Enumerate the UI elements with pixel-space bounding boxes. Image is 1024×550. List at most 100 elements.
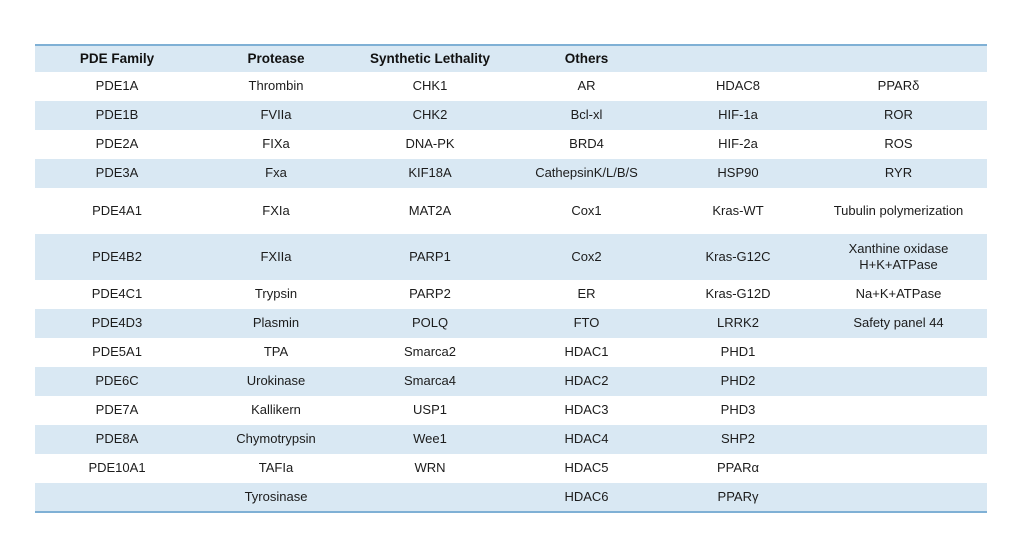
table-cell: USP1 [413, 402, 447, 418]
table-cell: Safety panel 44 [853, 315, 944, 331]
table-cell: PPARδ [877, 78, 920, 94]
table-cell: PPARα [717, 460, 759, 476]
table-cell: PDE1B [95, 107, 139, 123]
table-cell: HIF-2a [718, 136, 758, 152]
table-cell: Wee1 [413, 431, 447, 447]
target-table: PDE Family Protease Synthetic Lethality Oth… [35, 44, 987, 513]
column-header [666, 45, 810, 72]
table-cell: POLQ [411, 315, 449, 331]
table-cell: PHD2 [720, 373, 756, 389]
table-cell: AR [577, 78, 596, 94]
table-cell: FVIIa [260, 107, 292, 123]
table-row: PDE4A1 FXIa MAT2A Cox1 Kras-WT Tubulin polyme… [35, 188, 987, 234]
table-cell: Tubulin polymerization [833, 202, 964, 218]
column-header: Synthetic Lethality [369, 50, 491, 66]
table-cell: CHK2 [412, 107, 448, 123]
table-cell: Tyrosinase [244, 488, 308, 504]
table-cell: Cox1 [571, 202, 602, 218]
table-cell: PARP1 [409, 248, 451, 264]
table-cell [810, 367, 987, 396]
table-cell: FXIIa [260, 248, 292, 264]
table-cell [810, 454, 987, 483]
table-cell: ROS [884, 136, 913, 152]
table-cell: PDE4D3 [91, 315, 143, 331]
table-cell: PDE7A [95, 402, 139, 418]
table-row: PDE1A Thrombin CHK1 AR HDAC8 PPARδ [35, 72, 987, 101]
header-row: PDE Family Protease Synthetic Lethality Oth… [35, 45, 987, 72]
table-row: PDE7A Kallikern USP1 HDAC3 PHD3 [35, 396, 987, 425]
table-cell: Xanthine oxidase H+K+ATPase [848, 240, 949, 272]
table-cell: KIF18A [408, 165, 452, 181]
table-cell: HDAC8 [715, 78, 761, 94]
table-cell: Urokinase [246, 373, 306, 389]
table-cell: PPARγ [717, 488, 759, 504]
table-cell: Smarca2 [403, 344, 457, 360]
table-cell: ROR [884, 107, 913, 123]
table-cell: PDE1A [95, 78, 139, 94]
table-cell: HDAC4 [564, 431, 609, 447]
table-cell: Cox2 [571, 248, 602, 264]
table-cell: Bcl-xl [570, 107, 603, 123]
table-row: PDE5A1 TPA Smarca2 HDAC1 PHD1 [35, 338, 987, 367]
table-cell: PDE3A [95, 165, 139, 181]
table-cell: Kras-WT [712, 202, 764, 218]
table-cell: ER [577, 286, 596, 302]
table-cell [35, 483, 199, 512]
table-cell: FXIa [262, 202, 290, 218]
table-cell: SHP2 [721, 431, 755, 447]
table-cell: PDE8A [95, 431, 139, 447]
table-cell: Fxa [265, 165, 287, 181]
table-cell: PDE5A1 [92, 344, 142, 360]
target-table-container: PDE Family Protease Synthetic Lethality Oth… [35, 44, 987, 513]
table-cell [353, 483, 507, 512]
table-cell: HDAC6 [564, 488, 609, 504]
table-cell: PDE4B2 [92, 248, 142, 264]
table-cell: RYR [884, 165, 913, 181]
table-row: PDE8A Chymotrypsin Wee1 HDAC4 SHP2 [35, 425, 987, 454]
table-cell: FIXa [262, 136, 290, 152]
table-cell: LRRK2 [717, 315, 759, 331]
table-cell: Kras-G12D [705, 286, 771, 302]
column-header: PDE Family [79, 50, 155, 66]
table-cell: Plasmin [252, 315, 300, 331]
table-cell [810, 338, 987, 367]
table-cell: PDE4C1 [91, 286, 143, 302]
table-header: PDE Family Protease Synthetic Lethality Oth… [35, 45, 987, 72]
table-cell [810, 396, 987, 425]
table-cell: HDAC2 [564, 373, 609, 389]
table-cell: PDE6C [95, 373, 139, 389]
table-cell: PDE10A1 [88, 460, 146, 476]
table-row: PDE10A1 TAFIa WRN HDAC5 PPARα [35, 454, 987, 483]
table-cell: PHD3 [720, 402, 756, 418]
table-cell: Kallikern [251, 402, 301, 418]
table-row: Tyrosinase HDAC6 PPARγ [35, 483, 987, 512]
column-header: Others [564, 50, 609, 66]
table-cell: PARP2 [409, 286, 451, 302]
table-cell: HDAC1 [564, 344, 609, 360]
table-row: PDE4B2 FXIIa PARP1 Cox2 Kras-G12C Xanthine ox… [35, 234, 987, 280]
table-cell [810, 425, 987, 454]
table-cell: CathepsinK/L/B/S [535, 165, 638, 181]
table-cell: Chymotrypsin [236, 431, 316, 447]
table-row: PDE6C Urokinase Smarca4 HDAC2 PHD2 [35, 367, 987, 396]
table-cell: FTO [573, 315, 600, 331]
column-header: Protease [247, 50, 305, 66]
table-cell: Trypsin [254, 286, 298, 302]
column-header [810, 45, 987, 72]
table-cell: PDE4A1 [92, 202, 142, 218]
table-cell: CHK1 [412, 78, 448, 94]
table-cell: PDE2A [95, 136, 139, 152]
table-cell: HIF-1a [718, 107, 758, 123]
table-row: PDE4D3 Plasmin POLQ FTO LRRK2 Safety panel 44 [35, 309, 987, 338]
table-row: PDE4C1 Trypsin PARP2 ER Kras-G12D Na+K+ATPase [35, 280, 987, 309]
table-row: PDE2A FIXa DNA-PK BRD4 HIF-2a ROS [35, 130, 987, 159]
table-row: PDE3A Fxa KIF18A CathepsinK/L/B/S HSP90 RYR [35, 159, 987, 188]
table-cell: MAT2A [408, 202, 452, 218]
table-cell: PHD1 [720, 344, 756, 360]
table-cell: Na+K+ATPase [855, 286, 942, 302]
table-cell: HDAC5 [564, 460, 609, 476]
table-cell: Kras-G12C [705, 248, 771, 264]
table-cell: TPA [263, 344, 289, 360]
table-cell: HSP90 [717, 165, 759, 181]
